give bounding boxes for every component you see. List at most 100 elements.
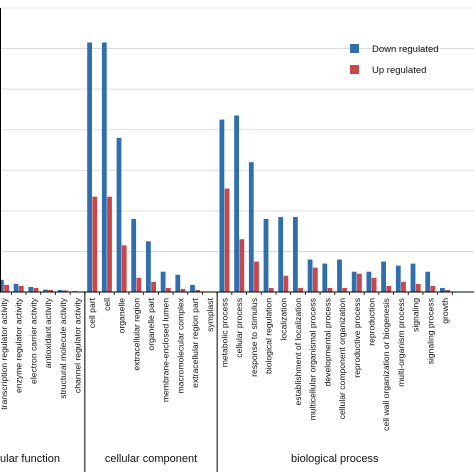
category-label-multicellular-organismal-process: multicellular organismal process bbox=[308, 298, 318, 420]
category-label-cell-wall-organization-or-biogenesis: cell wall organization or biogenesis bbox=[381, 298, 391, 431]
bar-up-regulated-signaling-process bbox=[430, 285, 436, 292]
bar-down-regulated-multicellular-organismal-process bbox=[307, 259, 313, 292]
bar-up-regulated-reproductive-process bbox=[357, 273, 362, 292]
bar-up-regulated-organelle-part bbox=[151, 281, 156, 292]
category-label-reproduction: reproduction bbox=[367, 298, 377, 346]
bar-down-regulated-cell-wall-organization-or-biogenesis bbox=[381, 261, 386, 292]
category-label-localization: localization bbox=[278, 298, 288, 341]
bar-down-regulated-localization bbox=[278, 216, 284, 292]
bar-down-regulated-antioxidant-activity bbox=[43, 289, 48, 292]
bar-up-regulated-reproduction bbox=[371, 277, 377, 292]
bar-down-regulated-structural-molecule-activity bbox=[57, 289, 63, 292]
bar-down-regulated-extracellular-region-part bbox=[190, 284, 195, 292]
category-label-signaling: signaling bbox=[411, 298, 421, 332]
bar-up-regulated-response-to-stimulus bbox=[254, 261, 259, 292]
category-label-biological-regulation: biological regulation bbox=[264, 298, 274, 374]
legend-label-up-regulated: Up regulated bbox=[372, 65, 426, 76]
bar-down-regulated-signaling-process bbox=[425, 271, 431, 292]
bar-down-regulated-electron-carrier-activity bbox=[28, 286, 34, 292]
bar-up-regulated-enzyme-regulator-activity bbox=[18, 285, 24, 292]
bar-down-regulated-biological-regulation bbox=[263, 218, 269, 292]
bar-down-regulated-cell bbox=[101, 42, 107, 292]
bar-down-regulated-reproduction bbox=[366, 271, 372, 292]
category-label-extracellular-region-part: extracellular region part bbox=[190, 297, 200, 387]
bar-down-regulated-reproductive-process bbox=[351, 271, 357, 292]
bar-down-regulated-response-to-stimulus bbox=[248, 162, 254, 292]
category-label-channel-regulator-activity: channel regulator activity bbox=[73, 297, 83, 393]
category-label-transcription-regulator-activity: transcription regulator activity bbox=[0, 297, 9, 409]
bar-down-regulated-organelle-part bbox=[146, 241, 151, 292]
bar-up-regulated-macromolecular-complex bbox=[180, 288, 186, 292]
bar-up-regulated-antioxidant-activity bbox=[48, 289, 54, 292]
bar-up-regulated-membrane-enclosed-lumen bbox=[165, 287, 171, 292]
bar-down-regulated-membrane-enclosed-lumen bbox=[160, 271, 166, 292]
category-label-signaling-process: signaling process bbox=[425, 298, 435, 364]
bar-up-regulated-cell-wall-organization-or-biogenesis bbox=[386, 285, 392, 292]
legend-label-down-regulated: Down regulated bbox=[372, 44, 439, 55]
category-labels: transcription regulator activity enzyme r… bbox=[0, 297, 450, 431]
bar-down-regulated-signaling bbox=[410, 263, 416, 292]
bar-down-regulated-macromolecular-complex bbox=[175, 274, 181, 292]
axes bbox=[0, 8, 474, 295]
bar-down-regulated-extracellular-region bbox=[131, 218, 137, 292]
legend: Down regulated Up regulated bbox=[350, 44, 439, 76]
bar-up-regulated-biological-regulation bbox=[268, 287, 274, 292]
bar-down-regulated-cellular-component-organization bbox=[337, 259, 342, 292]
category-label-cellular-component-organization: cellular component organization bbox=[337, 298, 347, 420]
bar-up-regulated-transcription-regulator-activity bbox=[4, 284, 9, 292]
category-label-antioxidant-activity: antioxidant activity bbox=[43, 297, 53, 368]
bar-up-regulated-cellular-process bbox=[239, 239, 245, 292]
category-label-cell: cell bbox=[102, 298, 112, 311]
legend-swatch-down-regulated bbox=[350, 44, 359, 53]
bar-down-regulated-multi-organism-process bbox=[395, 265, 401, 292]
bar-down-regulated-organelle bbox=[116, 137, 122, 292]
category-label-multi-organism-process: multi-organism process bbox=[396, 298, 406, 387]
bar-up-regulated-extracellular-region bbox=[136, 277, 142, 292]
bar-up-regulated-multi-organism-process bbox=[401, 281, 406, 292]
bar-up-regulated-cellular-component-organization bbox=[342, 287, 348, 292]
category-label-response-to-stimulus: response to stimulus bbox=[249, 298, 259, 377]
bar-up-regulated-cell-part bbox=[92, 196, 98, 292]
bar-down-regulated-metabolic-process bbox=[219, 119, 225, 292]
bar-up-regulated-establishment-of-localization bbox=[298, 287, 303, 292]
group-label-biological-process: biological process bbox=[291, 453, 379, 465]
bar-down-regulated-transcription-regulator-activity bbox=[0, 279, 4, 292]
group-labels: ular function cellular component biologica… bbox=[0, 292, 379, 472]
bar-up-regulated-electron-carrier-activity bbox=[33, 287, 39, 292]
bar-down-regulated-enzyme-regulator-activity bbox=[13, 283, 19, 292]
bar-down-regulated-cell-part bbox=[87, 42, 92, 292]
category-label-establishment-of-localization: establishment of localization bbox=[293, 298, 303, 406]
bar-up-regulated-organelle bbox=[121, 245, 127, 292]
category-label-symplast: symplast bbox=[205, 297, 215, 332]
bar-up-regulated-metabolic-process bbox=[224, 188, 230, 292]
category-label-structural-molecule-activity: structural molecule activity bbox=[58, 297, 68, 398]
group-label-ular-function: ular function bbox=[0, 453, 60, 465]
category-label-organelle: organelle bbox=[117, 298, 127, 334]
bar-down-regulated-establishment-of-localization bbox=[293, 216, 298, 292]
category-label-reproductive-process: reproductive process bbox=[352, 298, 362, 378]
bar-up-regulated-localization bbox=[283, 275, 289, 292]
bar-down-regulated-growth bbox=[440, 287, 445, 292]
category-label-membrane-enclosed-lumen: membrane-enclosed lumen bbox=[161, 298, 171, 402]
bar-up-regulated-extracellular-region-part bbox=[195, 289, 201, 292]
category-label-cell-part: cell part bbox=[87, 297, 97, 328]
bar-up-regulated-structural-molecule-activity bbox=[63, 290, 68, 292]
bar-up-regulated-developmental-process bbox=[327, 287, 333, 292]
category-label-growth: growth bbox=[440, 298, 450, 324]
category-label-enzyme-regulator-activity: enzyme regulator activity bbox=[14, 297, 24, 393]
bar-down-regulated-developmental-process bbox=[322, 263, 328, 292]
category-label-electron-carrier-activity: electron carrier activity bbox=[28, 297, 38, 384]
category-label-metabolic-process: metabolic process bbox=[220, 298, 230, 367]
bar-down-regulated-cellular-process bbox=[234, 115, 239, 292]
bar-up-regulated-cell bbox=[107, 196, 112, 292]
category-label-macromolecular-complex: macromolecular complex bbox=[175, 297, 185, 393]
category-label-extracellular-region: extracellular region bbox=[131, 298, 141, 371]
category-label-organelle-part: organelle part bbox=[146, 297, 156, 350]
bars bbox=[0, 42, 450, 292]
bar-up-regulated-multicellular-organismal-process bbox=[312, 267, 318, 292]
bar-up-regulated-growth bbox=[445, 289, 450, 292]
category-label-developmental-process: developmental process bbox=[322, 298, 332, 386]
category-label-cellular-process: cellular process bbox=[234, 298, 244, 358]
bar-up-regulated-signaling bbox=[415, 283, 421, 292]
